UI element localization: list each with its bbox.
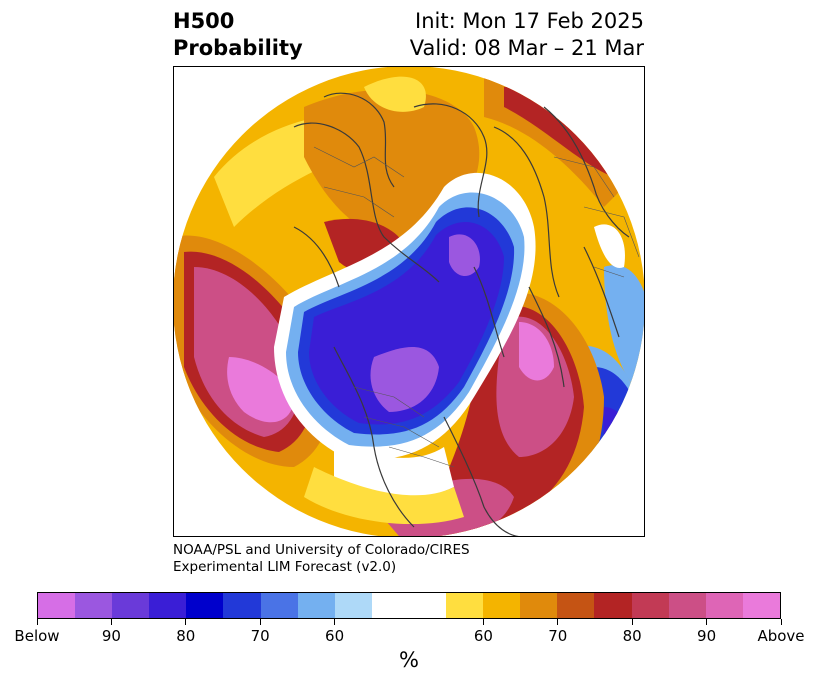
colorbar-segment [520,593,558,618]
colorbar-segment [705,593,743,618]
colorbar-segment [408,593,447,618]
colorbar-tick [706,619,708,625]
colorbar-segment [186,593,224,618]
colorbar-segment [446,593,484,618]
colorbar-segment [483,593,521,618]
probability-contour [449,234,480,277]
probability-contour [504,87,614,177]
colorbar-tick [259,619,261,625]
probability-contour [364,76,426,112]
credit-line-2: Experimental LIM Forecast (v2.0) [173,559,397,575]
colorbar-segment [297,593,335,618]
colorbar-segment [557,593,595,618]
colorbar-segment [594,593,632,618]
probability-contour [594,224,625,268]
colorbar-tick [334,619,336,625]
valid-range: Valid: 08 Mar – 21 Mar [409,36,644,60]
probability-contour [519,322,554,381]
colorbar-tick [557,619,559,625]
probability-contour [496,316,574,457]
credit-line-1: NOAA/PSL and University of Colorado/CIRE… [173,542,470,558]
probability-contour [304,467,464,525]
colorbar-segment [371,593,409,618]
title-metric: Probability [173,36,303,60]
colorbar [37,592,781,619]
colorbar-segment [38,593,76,618]
probability-contour [309,222,504,425]
probability-contour [227,357,294,423]
colorbar-segment [631,593,669,618]
colorbar-tick-label: 80 [176,627,196,645]
borders [313,146,640,468]
colorbar-tick [110,619,112,625]
probability-map [174,67,644,536]
colorbar-segment [334,593,372,618]
colorbar-tick [482,619,484,625]
colorbar-tick [780,619,782,625]
colorbar-segment [149,593,187,618]
probability-field [174,67,644,536]
colorbar-tick-label: 80 [622,627,642,645]
credit-text: NOAA/PSL and University of Colorado/CIRE… [173,542,470,576]
colorbar-tick-label: 90 [697,627,717,645]
colorbar-segment [223,593,261,618]
colorbar-segment [75,593,113,618]
colorbar-segment [742,593,780,618]
colorbar-tick-label: 60 [325,627,345,645]
colorbar-tick-label: 70 [250,627,270,645]
forecast-dates: Init: Mon 17 Feb 2025 Valid: 08 Mar – 21… [410,8,644,62]
colorbar-tick [185,619,187,625]
map-title: H500 Probability [173,8,303,62]
probability-contour [603,407,635,482]
colorbar-tick-label: Above [757,627,805,645]
probability-contour [334,437,454,498]
colorbar-segment [668,593,706,618]
colorbar-tick-label: 90 [101,627,121,645]
coastlines [293,92,630,536]
colorbar-tick-label: Below [14,627,60,645]
colorbar-tick-label: 70 [548,627,568,645]
probability-contour [370,347,439,412]
colorbar-tick [36,619,38,625]
colorbar-segment [112,593,150,618]
colorbar-tick-label: 60 [473,627,493,645]
colorbar-unit: % [399,648,419,672]
colorbar-segment [260,593,298,618]
map-panel [173,66,645,537]
init-date: Init: Mon 17 Feb 2025 [415,9,644,33]
title-variable: H500 [173,9,235,33]
colorbar-tick [631,619,633,625]
